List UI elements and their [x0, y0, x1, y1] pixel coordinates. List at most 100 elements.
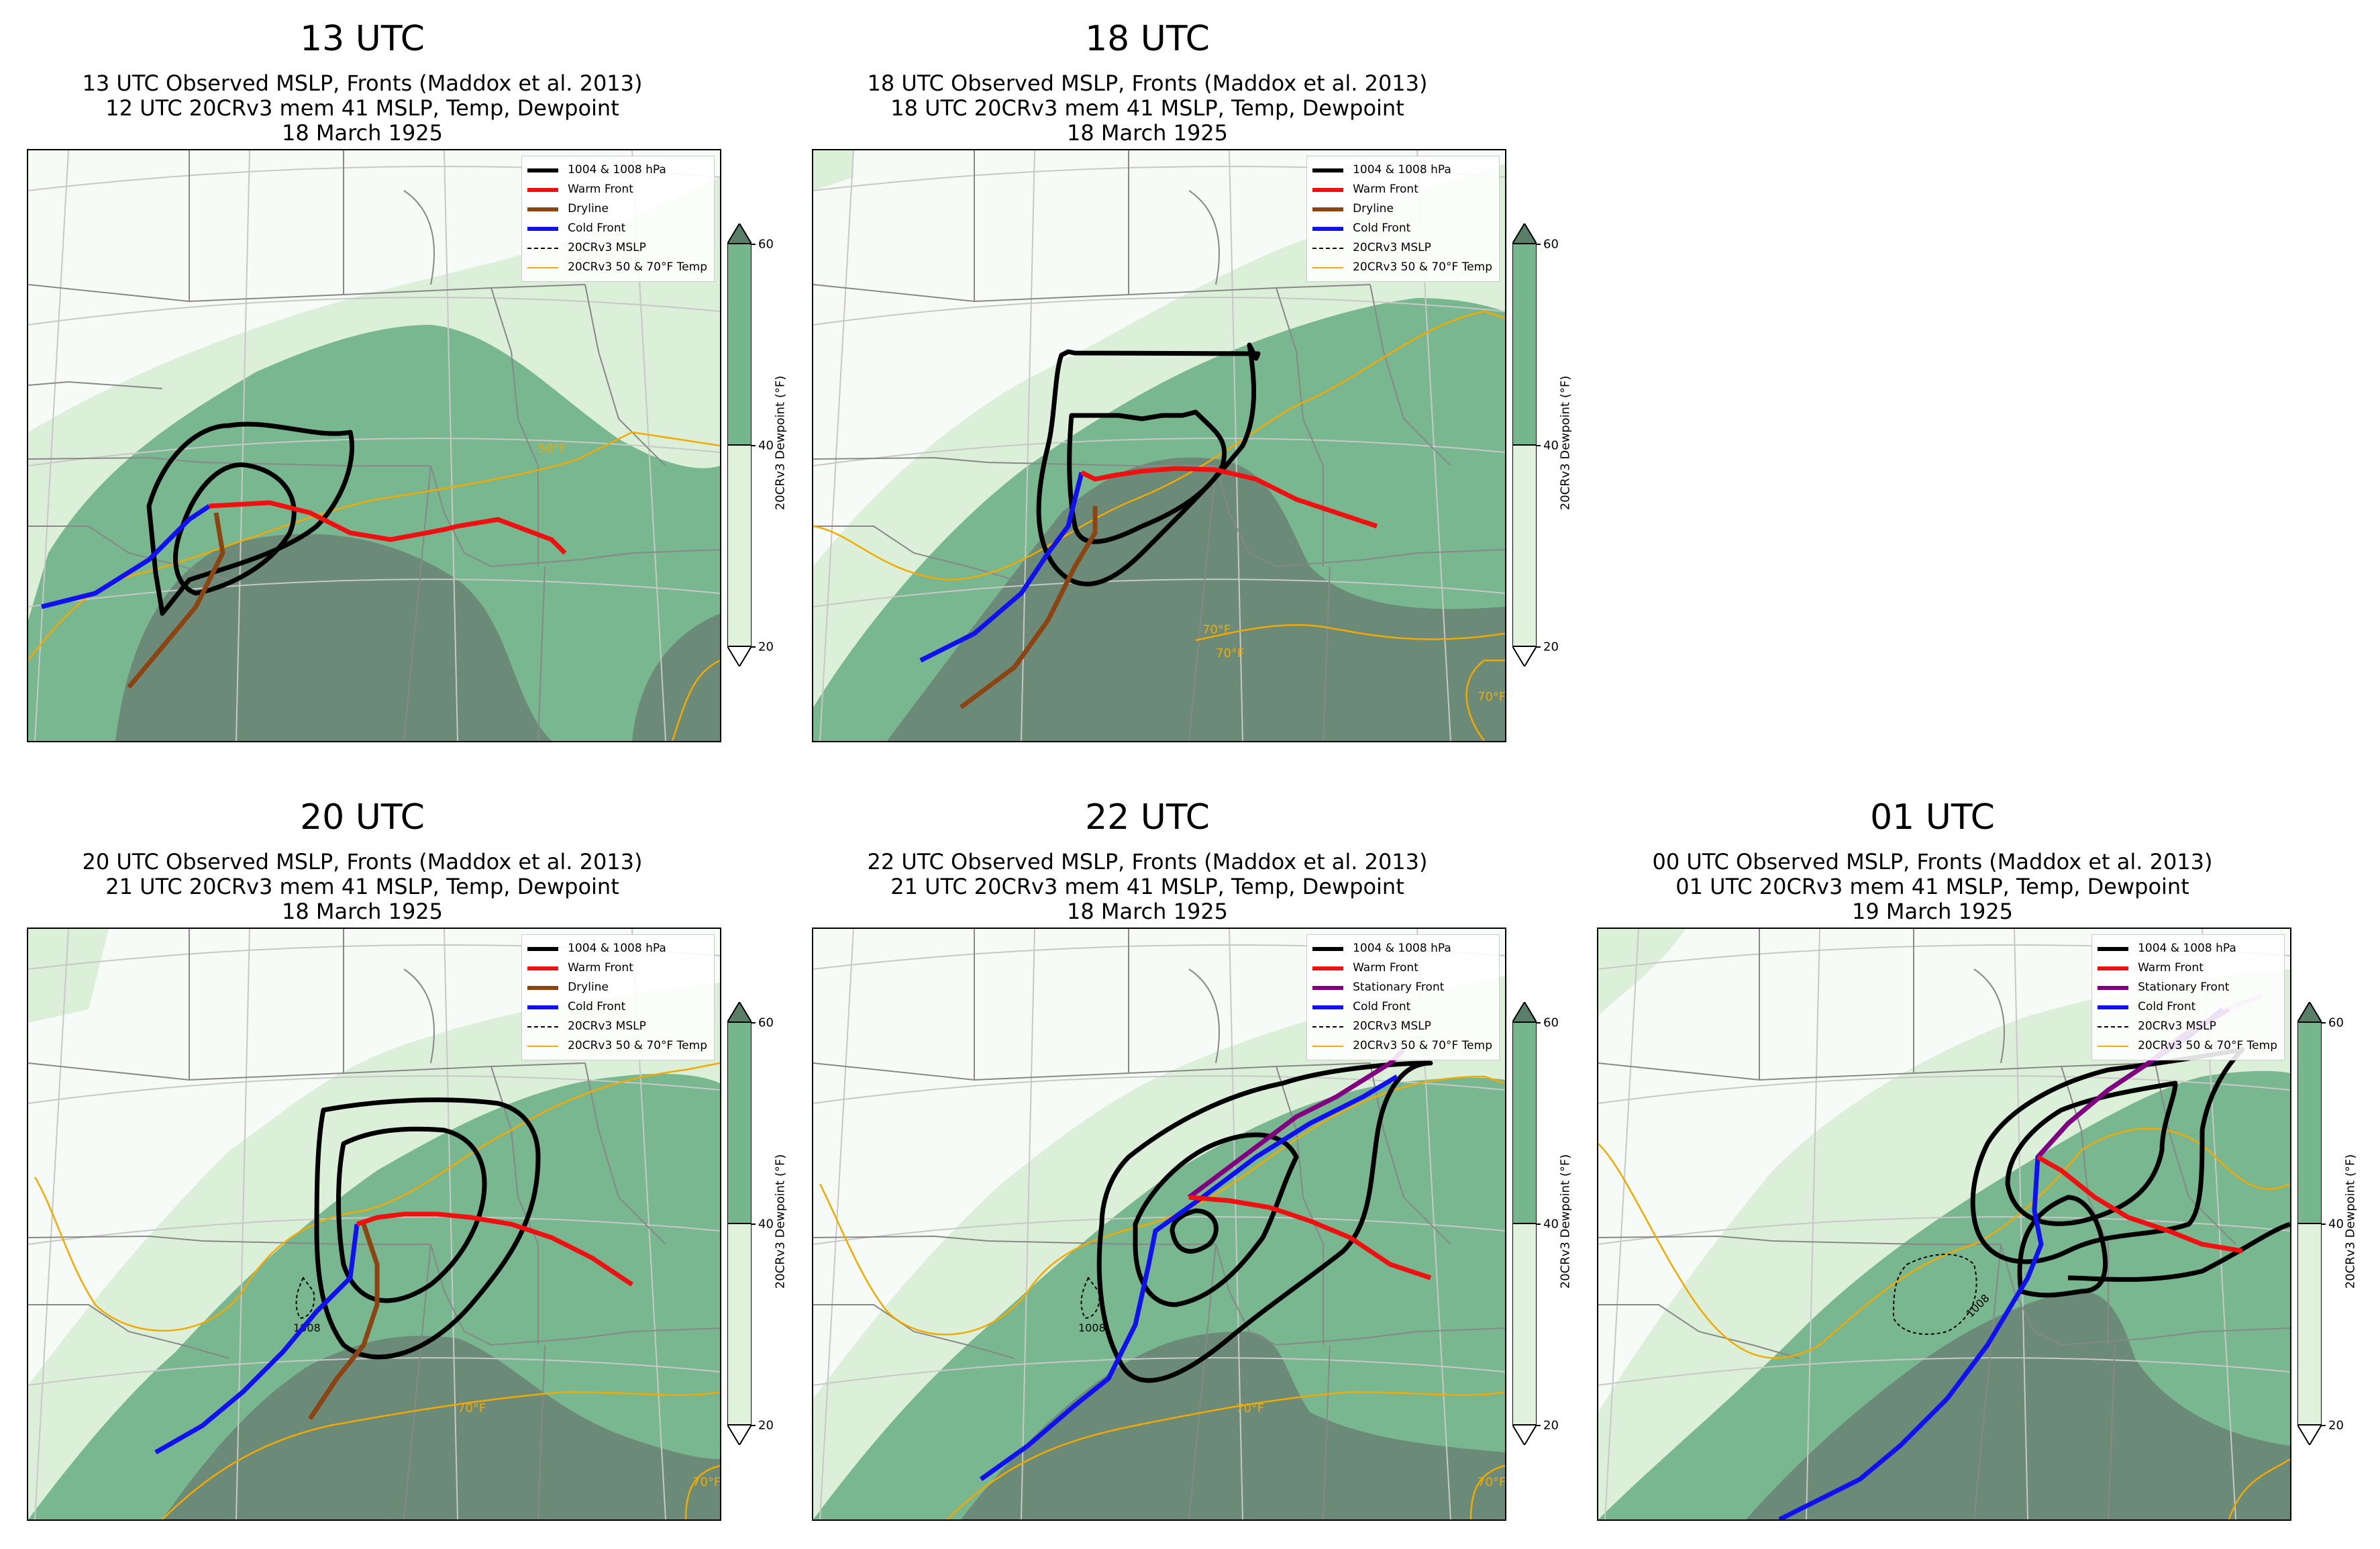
- legend-item: Warm Front: [527, 180, 707, 199]
- panel-22utc: 22 UTC 22 UTC Observed MSLP, Fronts (Mad…: [785, 779, 1573, 1549]
- legend-item: 1004 & 1008 hPa: [527, 939, 707, 958]
- subtitle-line-2: 12 UTC 20CRv3 mem 41 MSLP, Temp, Dewpoin…: [105, 95, 619, 121]
- weather-map: 70°F 70°F 1008 1004 & 1008 hPa Warm Fron…: [27, 928, 721, 1521]
- subtitle-line-1: 22 UTC Observed MSLP, Fronts (Maddox et …: [867, 849, 1428, 875]
- legend-item: 20CRv3 MSLP: [527, 1017, 707, 1036]
- dewpoint-colorbar: [1512, 1002, 1537, 1445]
- contour-label: 70°F: [692, 1475, 720, 1489]
- colorbar-tick: 20: [758, 640, 774, 654]
- subtitle-line-1: 13 UTC Observed MSLP, Fronts (Maddox et …: [82, 70, 643, 96]
- panel-subtitle: 22 UTC Observed MSLP, Fronts (Maddox et …: [785, 850, 1510, 924]
- contour-label: 70°F: [458, 1401, 486, 1415]
- map-graphic: 70°F 70°F 1008: [28, 929, 720, 1519]
- panel-title: 22 UTC: [1085, 797, 1210, 838]
- weather-map: 1008 1004 & 1008 hPa Warm Front Stationa…: [1597, 928, 2291, 1521]
- legend-item: Cold Front: [2098, 997, 2277, 1017]
- legend-item: Warm Front: [527, 958, 707, 978]
- dewpoint-colorbar: [1512, 223, 1537, 666]
- subtitle-line-2: 01 UTC 20CRv3 mem 41 MSLP, Temp, Dewpoin…: [1675, 874, 2189, 899]
- panel-subtitle: 00 UTC Observed MSLP, Fronts (Maddox et …: [1570, 850, 2295, 924]
- contour-label: 70°F: [1202, 623, 1231, 637]
- colorbar-tick: 20: [758, 1418, 774, 1433]
- legend-item: Cold Front: [1312, 219, 1492, 238]
- subtitle-line-3: 18 March 1925: [281, 120, 444, 146]
- panel-title: 01 UTC: [1870, 797, 1995, 838]
- subtitle-line-3: 19 March 1925: [1851, 899, 2014, 924]
- contour-label: 70°F: [1478, 1475, 1505, 1489]
- colorbar-tick: 60: [2328, 1015, 2344, 1030]
- legend-item: 20CRv3 MSLP: [527, 238, 707, 258]
- subtitle-line-3: 18 March 1925: [281, 899, 444, 924]
- colorbar-tick: 60: [1543, 237, 1559, 252]
- subtitle-line-2: 21 UTC 20CRv3 mem 41 MSLP, Temp, Dewpoin…: [105, 874, 619, 899]
- map-legend: 1004 & 1008 hPa Warm Front Dryline Cold …: [1306, 156, 1500, 282]
- colorbar-tick: 20: [2328, 1418, 2344, 1433]
- contour-label: 70°F: [1236, 1401, 1264, 1415]
- legend-item: 20CRv3 50 & 70°F Temp: [1312, 1036, 1492, 1056]
- legend-item: 20CRv3 50 & 70°F Temp: [527, 258, 707, 277]
- legend-item: Warm Front: [1312, 958, 1492, 978]
- panel-title: 18 UTC: [1085, 19, 1210, 59]
- map-legend: 1004 & 1008 hPa Warm Front Dryline Cold …: [521, 934, 715, 1060]
- legend-item: Cold Front: [1312, 997, 1492, 1017]
- legend-item: 1004 & 1008 hPa: [2098, 939, 2277, 958]
- contour-label: 70°F: [1478, 690, 1505, 704]
- legend-item: Cold Front: [527, 219, 707, 238]
- colorbar-tick: 40: [1543, 1217, 1559, 1232]
- legend-item: Cold Front: [527, 997, 707, 1017]
- panel-01utc: 01 UTC 00 UTC Observed MSLP, Fronts (Mad…: [1570, 779, 2358, 1549]
- subtitle-line-1: 18 UTC Observed MSLP, Fronts (Maddox et …: [867, 70, 1428, 96]
- legend-item: Stationary Front: [1312, 978, 1492, 997]
- subtitle-line-3: 18 March 1925: [1066, 120, 1229, 146]
- colorbar-tick: 40: [758, 438, 774, 453]
- legend-item: 20CRv3 50 & 70°F Temp: [2098, 1036, 2277, 1056]
- map-legend: 1004 & 1008 hPa Warm Front Stationary Fr…: [1306, 934, 1500, 1060]
- colorbar-tick: 20: [1543, 640, 1559, 654]
- panel-subtitle: 18 UTC Observed MSLP, Fronts (Maddox et …: [785, 71, 1510, 146]
- dewpoint-colorbar: [2297, 1002, 2322, 1445]
- dewpoint-colorbar: [727, 223, 752, 666]
- contour-label: 1008: [1078, 1321, 1106, 1334]
- legend-item: Dryline: [527, 978, 707, 997]
- contour-label: 50°F: [538, 442, 566, 456]
- weather-map: 70°F 70°F 70°F 1004 & 1008 hPa Warm Fron…: [812, 149, 1506, 742]
- panel-20utc: 20 UTC 20 UTC Observed MSLP, Fronts (Mad…: [0, 779, 788, 1549]
- subtitle-line-1: 00 UTC Observed MSLP, Fronts (Maddox et …: [1652, 849, 2213, 875]
- subtitle-line-1: 20 UTC Observed MSLP, Fronts (Maddox et …: [82, 849, 643, 875]
- panel-subtitle: 13 UTC Observed MSLP, Fronts (Maddox et …: [0, 71, 725, 146]
- legend-item: 1004 & 1008 hPa: [1312, 160, 1492, 180]
- legend-item: 1004 & 1008 hPa: [527, 160, 707, 180]
- colorbar-tick: 40: [1543, 438, 1559, 453]
- subtitle-line-2: 18 UTC 20CRv3 mem 41 MSLP, Temp, Dewpoin…: [890, 95, 1404, 121]
- colorbar-label: 20CRv3 Dewpoint (°F): [2343, 1154, 2358, 1289]
- map-legend: 1004 & 1008 hPa Warm Front Dryline Cold …: [521, 156, 715, 282]
- colorbar-tick: 40: [2328, 1217, 2344, 1232]
- panel-title: 20 UTC: [300, 797, 425, 838]
- panel-subtitle: 20 UTC Observed MSLP, Fronts (Maddox et …: [0, 850, 725, 924]
- weather-map: 50°F 1004 & 1008 hPa Warm Front Dryline …: [27, 149, 721, 742]
- legend-item: 20CRv3 50 & 70°F Temp: [1312, 258, 1492, 277]
- colorbar-tick: 20: [1543, 1418, 1559, 1433]
- legend-item: Warm Front: [2098, 958, 2277, 978]
- colorbar-tick: 60: [758, 237, 774, 252]
- colorbar-tick: 60: [1543, 1015, 1559, 1030]
- legend-item: Dryline: [1312, 199, 1492, 219]
- colorbar-tick: 40: [758, 1217, 774, 1232]
- legend-item: 20CRv3 50 & 70°F Temp: [527, 1036, 707, 1056]
- subtitle-line-2: 21 UTC 20CRv3 mem 41 MSLP, Temp, Dewpoin…: [890, 874, 1404, 899]
- dewpoint-colorbar: [727, 1002, 752, 1445]
- subtitle-line-3: 18 March 1925: [1066, 899, 1229, 924]
- weather-map: 70°F 70°F 1008 1004 & 1008 hPa Warm Fron…: [812, 928, 1506, 1521]
- panel-13utc: 13 UTC 13 UTC Observed MSLP, Fronts (Mad…: [0, 0, 788, 770]
- colorbar-tick: 60: [758, 1015, 774, 1030]
- colorbar-label: 20CRv3 Dewpoint (°F): [1558, 375, 1573, 511]
- legend-item: 20CRv3 MSLP: [1312, 1017, 1492, 1036]
- contour-label: 70°F: [1216, 646, 1244, 660]
- panel-18utc: 18 UTC 18 UTC Observed MSLP, Fronts (Mad…: [785, 0, 1573, 770]
- map-graphic: 1008: [1598, 929, 2290, 1519]
- legend-item: Stationary Front: [2098, 978, 2277, 997]
- legend-item: 20CRv3 MSLP: [1312, 238, 1492, 258]
- legend-item: 1004 & 1008 hPa: [1312, 939, 1492, 958]
- map-legend: 1004 & 1008 hPa Warm Front Stationary Fr…: [2091, 934, 2285, 1060]
- map-graphic: 70°F 70°F 70°F: [813, 150, 1505, 741]
